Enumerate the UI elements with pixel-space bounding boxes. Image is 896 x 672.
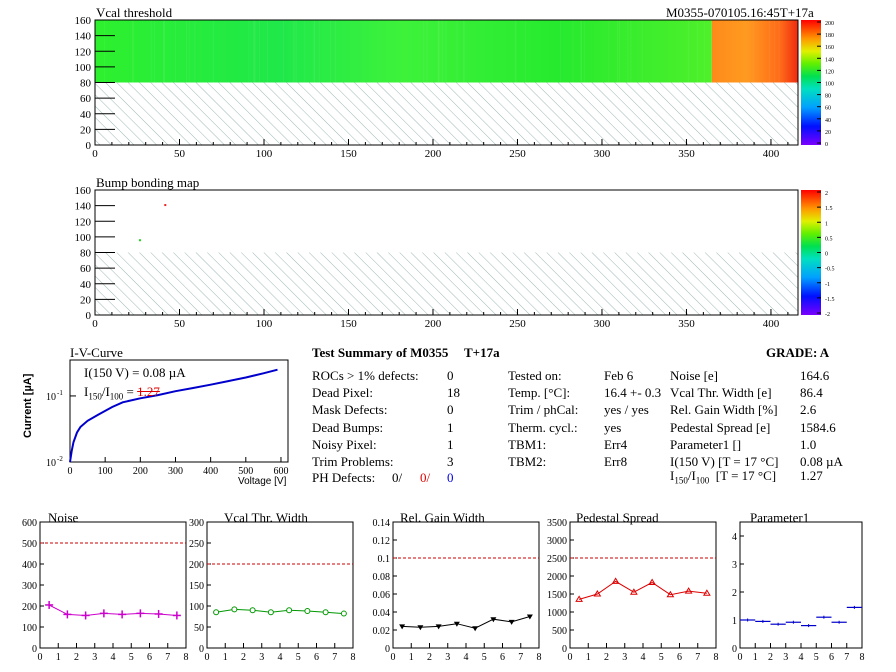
small-frame bbox=[740, 522, 862, 648]
small-xtick-label: 7 bbox=[844, 652, 849, 663]
small-ytick-label: 2 bbox=[732, 588, 737, 599]
small-xtick-label: 4 bbox=[799, 652, 804, 663]
small-xtick-label: 2 bbox=[768, 652, 773, 663]
small-ytick-label: 4 bbox=[732, 532, 737, 543]
small-ytick-label: 0 bbox=[732, 644, 737, 655]
small-ytick-label: 1 bbox=[732, 616, 737, 627]
small-xtick-label: 3 bbox=[783, 652, 788, 663]
small-xtick-label: 8 bbox=[860, 652, 865, 663]
small-xtick-label: 0 bbox=[738, 652, 743, 663]
small-xtick-label: 1 bbox=[753, 652, 758, 663]
small-xtick-label: 6 bbox=[829, 652, 834, 663]
small-xtick-label: 5 bbox=[814, 652, 819, 663]
small-ytick-label: 3 bbox=[732, 560, 737, 571]
